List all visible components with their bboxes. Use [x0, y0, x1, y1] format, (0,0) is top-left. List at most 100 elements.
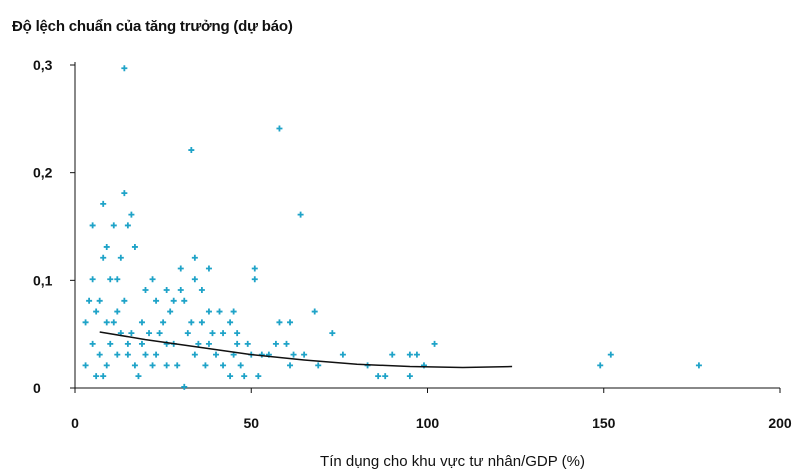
scatter-point: [103, 319, 110, 326]
scatter-point: [209, 330, 216, 337]
scatter-point: [301, 351, 308, 358]
scatter-point: [389, 351, 396, 358]
scatter-point: [287, 362, 294, 369]
scatter-point: [107, 340, 114, 347]
scatter-point: [89, 222, 96, 229]
scatter-point: [237, 362, 244, 369]
y-tick-label: 0,3: [33, 57, 53, 73]
scatter-point: [117, 254, 124, 261]
scatter-point: [124, 351, 131, 358]
scatter-point: [202, 362, 209, 369]
scatter-point: [431, 340, 438, 347]
scatter-point: [315, 362, 322, 369]
scatter-point: [110, 319, 117, 326]
scatter-point: [177, 287, 184, 294]
scatter-point: [121, 65, 128, 72]
scatter-point: [107, 276, 114, 283]
scatter-point: [114, 308, 121, 315]
scatter-point: [86, 297, 93, 304]
scatter-point: [93, 308, 100, 315]
scatter-point: [156, 330, 163, 337]
scatter-point: [181, 297, 188, 304]
x-ticks: 0 50 100 150 200: [71, 388, 792, 431]
scatter-point: [121, 297, 128, 304]
scatter-point: [135, 373, 142, 380]
x-tick-label: 0: [71, 415, 79, 431]
scatter-point: [142, 351, 149, 358]
scatter-point: [234, 340, 241, 347]
scatter-point: [276, 319, 283, 326]
scatter-point: [131, 243, 138, 250]
scatter-point: [124, 222, 131, 229]
scatter-point: [167, 308, 174, 315]
scatter-point: [198, 319, 205, 326]
scatter-point: [213, 351, 219, 358]
scatter-point: [170, 297, 177, 304]
scatter-point: [329, 330, 336, 337]
scatter-point: [96, 297, 103, 304]
scatter-point: [413, 351, 420, 358]
scatter-point: [220, 330, 227, 337]
y-ticks: 0 0,1 0,2 0,3: [33, 57, 75, 396]
scatter-point: [177, 265, 184, 272]
scatter-point: [695, 362, 702, 369]
scatter-point: [607, 351, 614, 358]
scatter-point: [205, 340, 212, 347]
scatter-point: [110, 222, 117, 229]
scatter-point: [114, 276, 121, 283]
scatter-point: [103, 362, 110, 369]
x-tick-label: 50: [243, 415, 259, 431]
scatter-point: [205, 265, 212, 272]
trend-line: [99, 331, 513, 369]
scatter-point: [241, 373, 248, 380]
scatter-point: [100, 200, 107, 207]
scatter-point: [149, 362, 156, 369]
scatter-point: [89, 276, 96, 283]
scatter-point: [188, 147, 195, 154]
scatter-point: [406, 351, 413, 358]
scatter-point: [146, 330, 153, 337]
x-axis-label: Tín dụng cho khu vực tư nhân/GDP (%): [320, 453, 585, 470]
scatter-point: [287, 319, 294, 326]
scatter-point: [89, 340, 96, 347]
scatter-point: [230, 308, 237, 315]
scatter-point: [290, 351, 297, 358]
scatter-point: [216, 308, 223, 315]
scatter-point: [100, 373, 107, 380]
chart-axes: [74, 62, 780, 389]
scatter-point: [163, 362, 170, 369]
scatter-point: [198, 287, 205, 294]
scatter-point: [138, 340, 145, 347]
scatter-point: [82, 362, 89, 369]
scatter-point: [114, 351, 121, 358]
y-tick-label: 0: [33, 380, 41, 396]
scatter-point: [258, 351, 265, 358]
scatter-point: [272, 340, 279, 347]
scatter-point: [142, 287, 149, 294]
scatter-point: [375, 373, 382, 380]
scatter-point: [191, 351, 198, 358]
scatter-point: [82, 319, 89, 326]
scatter-point: [251, 265, 258, 272]
scatter-point: [124, 340, 131, 347]
scatter-point: [205, 308, 212, 315]
scatter-point: [276, 125, 283, 132]
scatter-point: [311, 308, 318, 315]
scatter-point: [283, 340, 290, 347]
scatter-point: [220, 362, 227, 369]
scatter-point: [103, 243, 110, 250]
scatter-point: [255, 373, 262, 380]
scatter-point: [93, 373, 100, 380]
x-tick-label: 100: [416, 415, 440, 431]
y-tick-label: 0,1: [33, 272, 53, 288]
scatter-point: [174, 362, 181, 369]
scatter-point: [382, 373, 389, 380]
scatter-point: [191, 254, 198, 261]
scatter-point: [227, 319, 234, 326]
scatter-point: [181, 383, 188, 390]
y-tick-label: 0,2: [33, 165, 53, 181]
scatter-point: [163, 287, 170, 294]
scatter-point: [195, 340, 202, 347]
scatter-point: [100, 254, 107, 261]
